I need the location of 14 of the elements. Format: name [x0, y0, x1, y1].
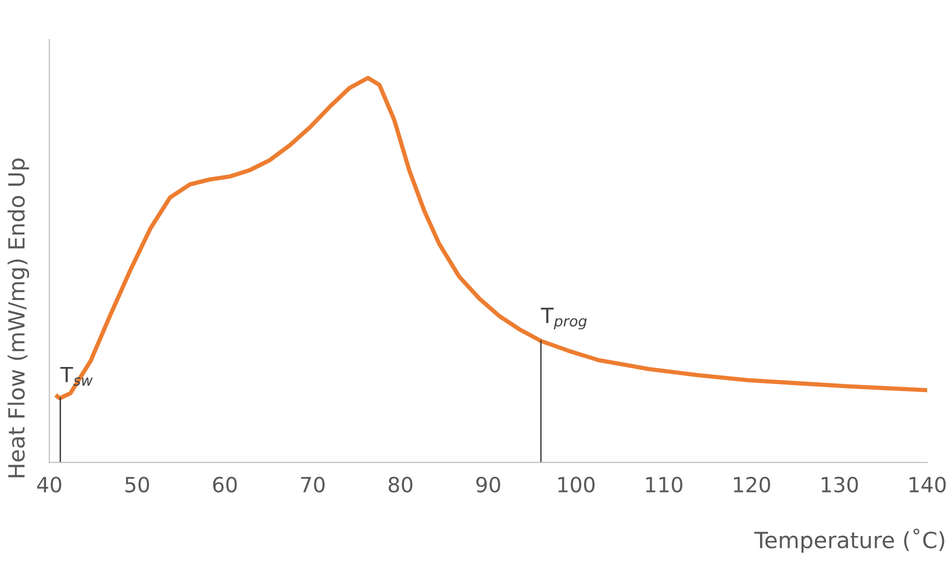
x-tick-label: 140 — [910, 476, 946, 492]
x-tick-label: 60 — [213, 476, 237, 492]
x-tick-label: 90 — [476, 476, 500, 492]
ref-line-label: T$_{prog}$ — [540, 308, 587, 330]
x-tick-label: 110 — [646, 476, 682, 492]
x-tick-label: 120 — [734, 476, 770, 492]
x-tick-label: 100 — [558, 476, 595, 492]
x-tick-label: 70 — [301, 476, 325, 492]
x-tick-label: 50 — [125, 476, 149, 492]
x-tick-label: 80 — [388, 476, 412, 492]
x-axis-title: Temperature (˚C) — [754, 528, 944, 553]
x-tick-label: 40 — [37, 476, 62, 492]
x-tick-label: 130 — [822, 476, 858, 492]
y-axis-title: Heat Flow (mW/mg) Endo Up — [8, 158, 30, 478]
